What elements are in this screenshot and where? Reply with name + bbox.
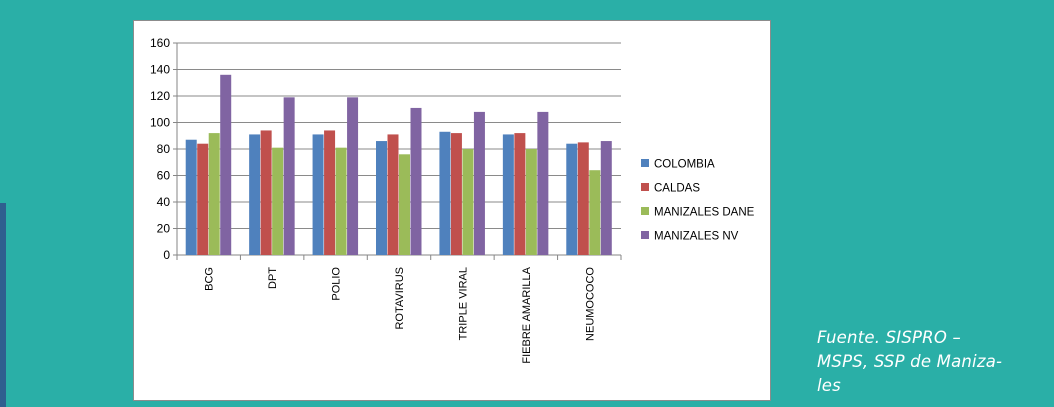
bar — [347, 97, 359, 255]
bar — [502, 134, 514, 255]
bar — [525, 149, 537, 255]
bar — [439, 131, 451, 255]
source-note: Fuente. SISPRO – MSPS, SSP de Maniza- le… — [817, 326, 1043, 398]
vaccination-coverage-chart: 0 20 40 60 80 100 120 140 160 BCG DPT POLIO ROTAVIRU… — [150, 36, 755, 364]
source-line-3: les — [817, 376, 841, 395]
source-line-1: Fuente. SISPRO – — [817, 328, 961, 347]
category-label: TRIPLE VIRAL — [457, 267, 469, 340]
legend-swatch — [641, 183, 649, 191]
legend-swatch — [641, 231, 649, 239]
y-tick-label: 60 — [157, 169, 171, 183]
category-label: ROTAVIRUS — [394, 267, 406, 330]
bar — [577, 142, 589, 255]
category-label: POLIO — [331, 267, 343, 301]
y-tick-label: 40 — [157, 195, 171, 209]
bar — [600, 141, 612, 255]
bar — [208, 133, 220, 255]
bar — [450, 133, 462, 255]
bar — [249, 134, 261, 255]
bar — [335, 147, 347, 255]
y-tick-label: 140 — [150, 63, 170, 77]
category-label: FIEBRE AMARILLA — [521, 266, 533, 363]
bar — [312, 134, 324, 255]
bar — [537, 111, 549, 256]
y-tick-label: 120 — [150, 89, 170, 103]
bar — [324, 130, 336, 255]
legend-label: CALDAS — [654, 183, 700, 195]
bar — [462, 149, 474, 255]
y-tick-label: 20 — [157, 222, 171, 236]
category-label: BCG — [204, 267, 216, 291]
bar — [589, 170, 601, 255]
y-tick-label: 0 — [163, 248, 170, 262]
bar — [514, 133, 526, 255]
bar — [197, 143, 209, 255]
y-tick-label: 80 — [157, 142, 171, 156]
bar — [566, 143, 578, 255]
bar — [399, 154, 410, 255]
legend-label: COLOMBIA — [654, 159, 715, 171]
left-accent-bar — [0, 203, 6, 407]
category-label: DPT — [267, 267, 279, 289]
legend-swatch — [641, 207, 649, 215]
bar — [410, 107, 422, 255]
bar — [283, 97, 295, 255]
bar — [387, 134, 399, 255]
bar — [220, 74, 232, 255]
bar — [473, 111, 485, 256]
bar — [185, 139, 197, 255]
category-label: NEUMOCOCO — [584, 267, 596, 341]
bar — [376, 141, 387, 255]
bar — [272, 147, 284, 255]
y-tick-label: 160 — [150, 36, 170, 50]
source-line-2: MSPS, SSP de Maniza- — [817, 352, 1003, 371]
legend-swatch — [641, 159, 649, 167]
bar — [260, 130, 272, 255]
chart-panel: 0 20 40 60 80 100 120 140 160 BCG DPT POLIO ROTAVIRU… — [133, 20, 771, 401]
legend-label: MANIZALES DANE — [654, 207, 755, 219]
y-tick-label: 100 — [150, 116, 170, 130]
legend-label: MANIZALES NV — [654, 231, 739, 243]
